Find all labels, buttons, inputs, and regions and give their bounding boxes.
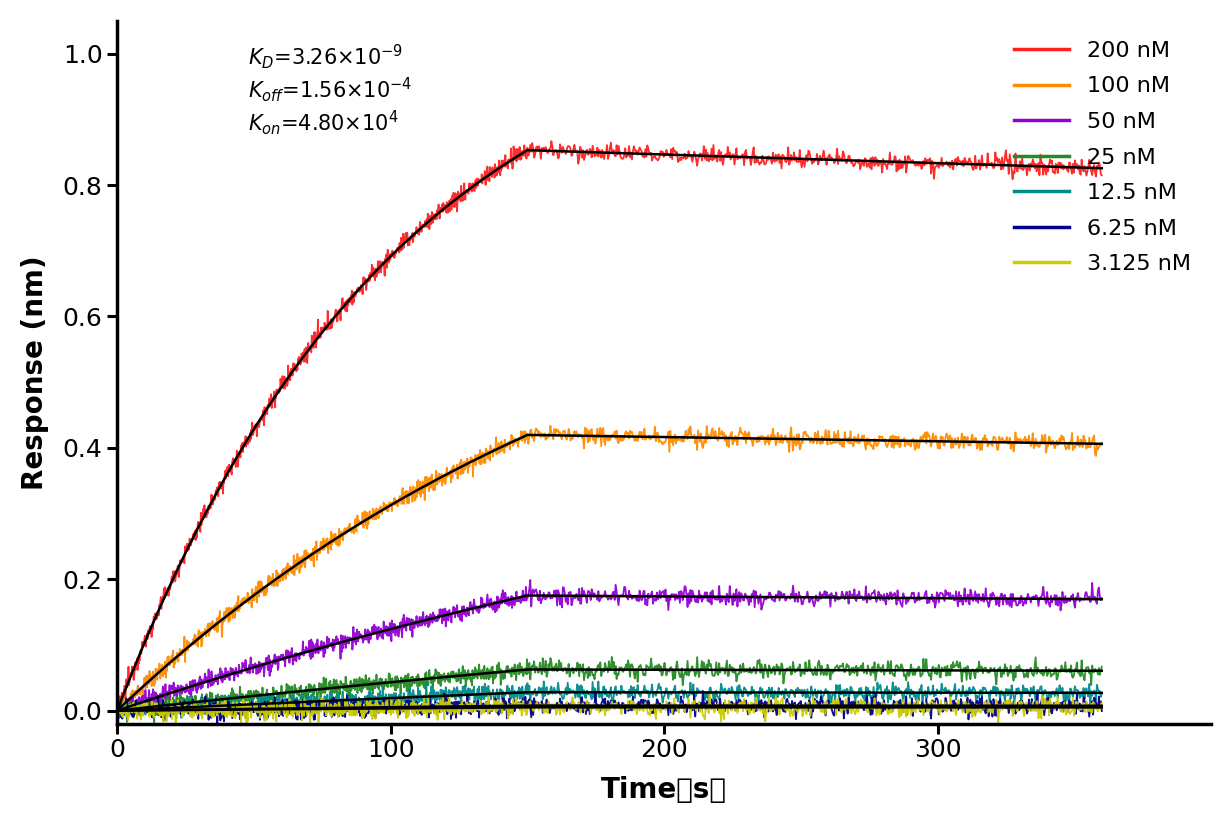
X-axis label: Time（s）: Time（s） <box>601 776 727 804</box>
Y-axis label: Response (nm): Response (nm) <box>21 255 49 489</box>
Text: $K_D$=3.26×10$^{-9}$
$K_{off}$=1.56×10$^{-4}$
$K_{on}$=4.80×10$^4$: $K_D$=3.26×10$^{-9}$ $K_{off}$=1.56×10$^… <box>249 42 413 137</box>
Legend: 200 nM, 100 nM, 50 nM, 25 nM, 12.5 nM, 6.25 nM, 3.125 nM: 200 nM, 100 nM, 50 nM, 25 nM, 12.5 nM, 6… <box>1005 32 1200 283</box>
